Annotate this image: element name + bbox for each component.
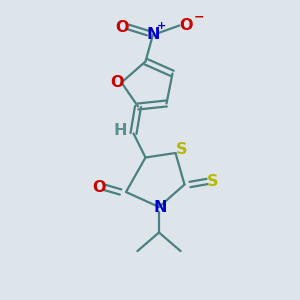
Text: O: O (110, 75, 124, 90)
Text: +: + (157, 21, 166, 31)
Text: S: S (207, 174, 219, 189)
Text: S: S (176, 142, 187, 158)
Text: O: O (179, 18, 193, 33)
Text: O: O (92, 180, 106, 195)
Text: −: − (194, 11, 204, 24)
Text: O: O (116, 20, 129, 34)
Text: H: H (113, 123, 127, 138)
Text: N: N (146, 27, 160, 42)
Text: N: N (154, 200, 167, 214)
